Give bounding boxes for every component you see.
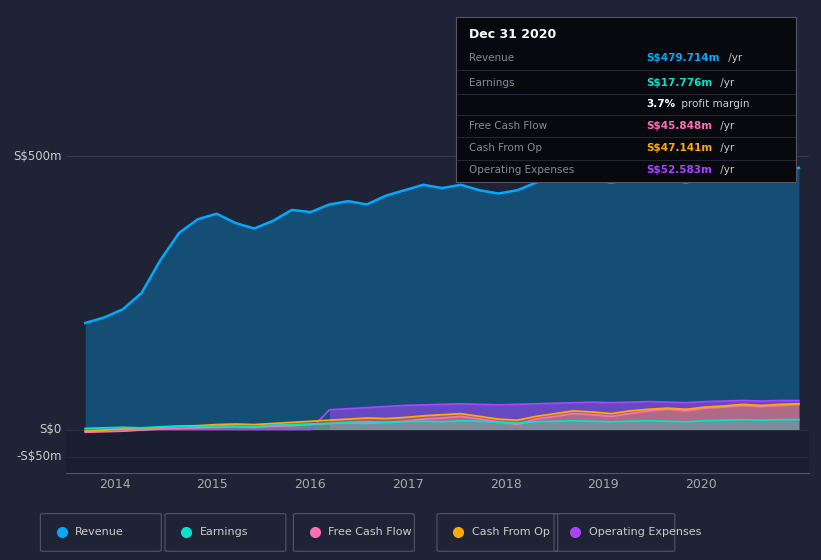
Text: S$47.141m: S$47.141m (646, 143, 713, 153)
Text: -S$50m: -S$50m (16, 450, 62, 463)
Text: Earnings: Earnings (200, 527, 248, 537)
Text: profit margin: profit margin (678, 99, 750, 109)
Text: Dec 31 2020: Dec 31 2020 (470, 29, 557, 41)
Text: Operating Expenses: Operating Expenses (470, 166, 575, 175)
Text: S$52.583m: S$52.583m (646, 166, 713, 175)
Text: /yr: /yr (717, 143, 734, 153)
Text: S$0: S$0 (39, 423, 62, 436)
Text: Free Cash Flow: Free Cash Flow (470, 121, 548, 131)
Text: /yr: /yr (717, 121, 734, 131)
Text: S$500m: S$500m (13, 150, 62, 163)
Text: /yr: /yr (725, 53, 742, 63)
Text: S$17.776m: S$17.776m (646, 78, 713, 88)
Text: Cash From Op: Cash From Op (470, 143, 543, 153)
Bar (66, 430, 809, 473)
Text: 3.7%: 3.7% (646, 99, 676, 109)
Text: Cash From Op: Cash From Op (472, 527, 549, 537)
Text: /yr: /yr (717, 166, 734, 175)
Text: S$45.848m: S$45.848m (646, 121, 713, 131)
Text: S$479.714m: S$479.714m (646, 53, 720, 63)
Text: /yr: /yr (717, 78, 734, 88)
Text: Revenue: Revenue (470, 53, 515, 63)
Text: Operating Expenses: Operating Expenses (589, 527, 701, 537)
Text: Earnings: Earnings (470, 78, 515, 88)
Text: Free Cash Flow: Free Cash Flow (328, 527, 412, 537)
Text: Revenue: Revenue (76, 527, 124, 537)
